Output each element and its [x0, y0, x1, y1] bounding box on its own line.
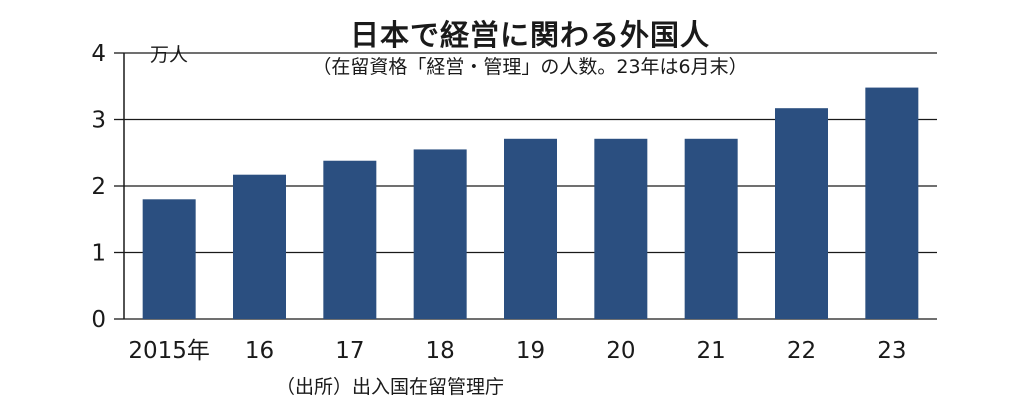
chart-subtitle: （在留資格「経営・管理」の人数。23年は6月末） — [312, 56, 748, 78]
y-tick-label: 4 — [91, 41, 106, 67]
bar-22 — [775, 108, 828, 319]
bar-17 — [323, 160, 377, 319]
bar-2015年 — [142, 199, 196, 319]
x-tick-label: 18 — [426, 338, 455, 364]
x-tick-label: 16 — [245, 338, 274, 364]
x-tick-label: 21 — [697, 338, 726, 364]
x-tick-label: 17 — [335, 338, 364, 364]
x-tick-label: 22 — [787, 338, 816, 364]
bar-21 — [684, 138, 738, 319]
y-tick-label: 1 — [91, 241, 106, 267]
bar-20 — [594, 138, 648, 319]
y-tick-label: 2 — [91, 174, 106, 200]
y-tick-label: 0 — [91, 307, 106, 333]
x-tick-label: 23 — [877, 338, 906, 364]
bar-18 — [413, 149, 467, 319]
bar-16 — [233, 174, 286, 319]
x-tick-label: 19 — [516, 338, 545, 364]
bar-23 — [865, 87, 919, 319]
y-axis-unit: 万人 — [150, 44, 189, 66]
bar-19 — [504, 138, 557, 319]
x-tick-label: 20 — [606, 338, 635, 364]
chart-title: 日本で経営に関わる外国人 — [349, 18, 710, 52]
y-tick-label: 3 — [91, 108, 106, 134]
chart-source: （出所）出入国在留管理庁 — [275, 376, 504, 398]
x-tick-label: 2015年 — [128, 338, 210, 364]
